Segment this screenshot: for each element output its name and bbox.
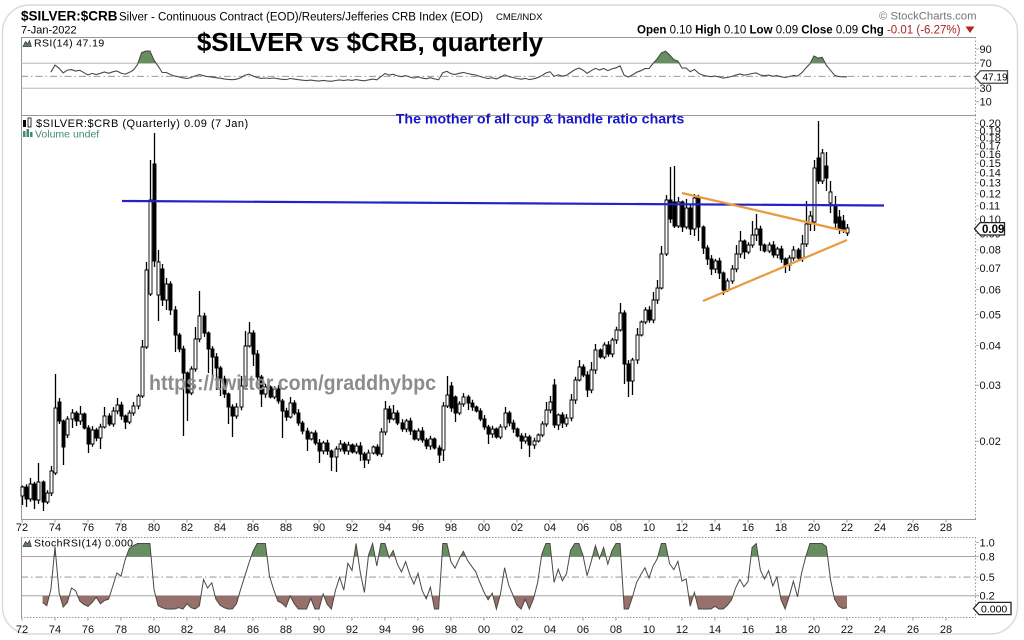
svg-text:84: 84 [214, 522, 226, 534]
svg-text:0.02: 0.02 [980, 436, 1001, 448]
svg-text:06: 06 [577, 522, 589, 534]
svg-text:0.19: 0.19 [980, 125, 1001, 137]
svg-text:16: 16 [742, 522, 754, 534]
svg-text:0.09: 0.09 [982, 224, 1004, 236]
svg-text:10: 10 [643, 624, 655, 636]
svg-text:18: 18 [775, 624, 787, 636]
svg-text:0.14: 0.14 [980, 167, 1001, 179]
svg-text:The mother of all cup & handle: The mother of all cup & handle ratio cha… [396, 112, 685, 128]
svg-text:0.5: 0.5 [980, 572, 995, 584]
svg-text:02: 02 [511, 624, 523, 636]
svg-text:Silver - Continuous Contract (: Silver - Continuous Contract (EOD)/Reute… [119, 12, 483, 24]
svg-text:0.05: 0.05 [980, 310, 1001, 322]
svg-text:92: 92 [346, 522, 358, 534]
svg-text:12: 12 [676, 624, 688, 636]
svg-text:0.16: 0.16 [980, 149, 1001, 161]
svg-text:0.03: 0.03 [980, 380, 1001, 392]
svg-text:0.04: 0.04 [980, 340, 1001, 352]
svg-text:30: 30 [980, 83, 992, 95]
svg-text:88: 88 [280, 522, 292, 534]
svg-text:72: 72 [16, 522, 28, 534]
svg-text:24: 24 [874, 522, 886, 534]
svg-text:18: 18 [775, 522, 787, 534]
svg-text:12: 12 [676, 522, 688, 534]
svg-text:0.08: 0.08 [980, 245, 1001, 257]
svg-text:0.8: 0.8 [980, 551, 995, 563]
svg-text:92: 92 [346, 624, 358, 636]
svg-text:72: 72 [16, 624, 28, 636]
svg-text:94: 94 [379, 624, 391, 636]
svg-text:$SILVER vs $CRB, quarterly: $SILVER vs $CRB, quarterly [197, 27, 544, 57]
svg-text:0.06: 0.06 [980, 284, 1001, 296]
svg-text:90: 90 [313, 522, 325, 534]
svg-text:10: 10 [980, 97, 992, 109]
svg-text:94: 94 [379, 522, 391, 534]
svg-text:74: 74 [49, 522, 61, 534]
svg-text:26: 26 [907, 522, 919, 534]
svg-text:$SILVER:$CRB: $SILVER:$CRB [21, 9, 118, 24]
svg-text:7-Jan-2022: 7-Jan-2022 [21, 25, 77, 37]
svg-text:Volume undef: Volume undef [35, 129, 99, 141]
svg-text:74: 74 [49, 624, 61, 636]
svg-text:0.18: 0.18 [980, 133, 1001, 145]
svg-text:28: 28 [940, 522, 952, 534]
svg-text:08: 08 [610, 624, 622, 636]
svg-text:80: 80 [148, 624, 160, 636]
svg-text:RSI(14) 47.19: RSI(14) 47.19 [34, 38, 105, 50]
svg-text:76: 76 [82, 522, 94, 534]
svg-text:22: 22 [841, 624, 853, 636]
svg-text:0.07: 0.07 [980, 263, 1001, 275]
svg-text:0.13: 0.13 [980, 178, 1001, 190]
svg-text:StochRSI(14) 0.000: StochRSI(14) 0.000 [34, 538, 133, 550]
svg-text:10: 10 [643, 522, 655, 534]
svg-text:96: 96 [412, 522, 424, 534]
svg-text:82: 82 [181, 522, 193, 534]
svg-text:47.19: 47.19 [983, 73, 1008, 84]
svg-text:90: 90 [980, 44, 992, 56]
svg-text:96: 96 [412, 624, 424, 636]
svg-text:1.0: 1.0 [980, 537, 995, 549]
svg-text:00: 00 [478, 522, 490, 534]
svg-text:0.000: 0.000 [981, 603, 1007, 615]
svg-text:https://twitter.com/graddhybpc: https://twitter.com/graddhybpc [149, 372, 436, 395]
svg-text:0.12: 0.12 [980, 189, 1001, 201]
svg-text:14: 14 [709, 522, 721, 534]
svg-text:CME/INDX: CME/INDX [496, 12, 543, 23]
svg-text:76: 76 [82, 624, 94, 636]
svg-text:20: 20 [808, 624, 820, 636]
svg-text:78: 78 [115, 624, 127, 636]
svg-text:00: 00 [478, 624, 490, 636]
svg-text:28: 28 [940, 624, 952, 636]
svg-text:14: 14 [709, 624, 721, 636]
svg-text:02: 02 [511, 522, 523, 534]
svg-text:90: 90 [313, 624, 325, 636]
svg-text:88: 88 [280, 624, 292, 636]
svg-text:22: 22 [841, 522, 853, 534]
svg-text:84: 84 [214, 624, 226, 636]
svg-text:04: 04 [544, 522, 556, 534]
svg-text:0.11: 0.11 [980, 201, 1001, 213]
svg-text:08: 08 [610, 522, 622, 534]
svg-text:98: 98 [445, 522, 457, 534]
svg-text:06: 06 [577, 624, 589, 636]
svg-text:86: 86 [247, 522, 259, 534]
svg-text:98: 98 [445, 624, 457, 636]
svg-text:82: 82 [181, 624, 193, 636]
svg-text:$SILVER:$CRB (Quarterly) 0.09: $SILVER:$CRB (Quarterly) 0.09 (7 Jan) [36, 118, 249, 130]
svg-text:0.17: 0.17 [980, 141, 1001, 153]
svg-text:© StockCharts.com: © StockCharts.com [879, 11, 976, 23]
svg-text:80: 80 [148, 522, 160, 534]
svg-text:24: 24 [874, 624, 886, 636]
svg-text:70: 70 [980, 58, 992, 70]
svg-text:Open 0.10 High 0.10 Low 0.09 C: Open 0.10 High 0.10 Low 0.09 Close 0.09 … [637, 25, 961, 37]
svg-text:26: 26 [907, 624, 919, 636]
svg-text:16: 16 [742, 624, 754, 636]
svg-text:78: 78 [115, 522, 127, 534]
svg-text:0.15: 0.15 [980, 158, 1001, 170]
svg-text:20: 20 [808, 522, 820, 534]
svg-text:04: 04 [544, 624, 556, 636]
svg-text:86: 86 [247, 624, 259, 636]
svg-text:0.2: 0.2 [980, 591, 995, 603]
svg-text:0.20: 0.20 [980, 118, 1001, 130]
